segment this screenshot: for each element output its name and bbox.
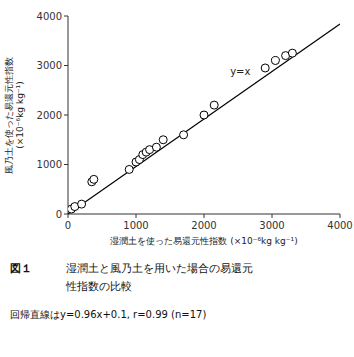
y-tick xyxy=(64,214,68,215)
point xyxy=(288,49,296,57)
point xyxy=(78,200,86,208)
point xyxy=(125,165,133,173)
point xyxy=(271,57,279,65)
y-tick xyxy=(64,115,68,116)
point xyxy=(152,143,160,151)
title: 性指数の比較 xyxy=(65,280,132,293)
x-axis-label: 湿潤土を使った易還元性指数 (×10⁻⁶kg kg⁻¹) xyxy=(110,236,297,246)
title: 湿潤土と風乃土を用いた場合の易還元 xyxy=(66,262,253,275)
x-tick xyxy=(136,214,137,218)
point xyxy=(180,131,188,139)
x-tick-label: 0 xyxy=(65,220,71,231)
y-tick xyxy=(64,164,68,165)
line-annotation: y=x xyxy=(230,66,250,77)
x-tick-label: 3000 xyxy=(259,220,284,231)
y-axis-label: (×10⁻⁶kg kg⁻¹) xyxy=(15,81,25,148)
y-tick-label: 3000 xyxy=(37,60,62,71)
y-tick-label: 0 xyxy=(56,209,62,220)
y-tick-label: 1000 xyxy=(37,159,62,170)
point xyxy=(200,111,208,119)
chart: 0 1000 2000 3000 4000 0 1000 2000 3000 4000 湿潤土を使っ… xyxy=(0,0,354,357)
x-tick xyxy=(204,214,205,218)
regression-line xyxy=(68,24,340,214)
y-tick xyxy=(64,65,68,66)
plot-area xyxy=(68,24,340,214)
y-tick-label: 4000 xyxy=(37,11,62,22)
y-tick-label: 2000 xyxy=(37,110,62,121)
point xyxy=(90,175,98,183)
note: 回帰直線はy=0.96x+0.1, r=0.99 (n=17) xyxy=(10,309,206,320)
point xyxy=(159,136,167,144)
x-tick-label: 2000 xyxy=(191,220,216,231)
x-tick-label: 1000 xyxy=(123,220,148,231)
x-tick xyxy=(340,214,341,218)
point xyxy=(210,101,218,109)
figure-label: 図１ xyxy=(10,262,32,275)
y-axis-label: 風乃土を使った易還元性指数 xyxy=(4,57,14,174)
point xyxy=(261,64,269,72)
x-tick xyxy=(68,214,69,218)
x-tick-label: 4000 xyxy=(327,220,352,231)
y-tick xyxy=(64,16,68,17)
x-tick xyxy=(272,214,273,218)
